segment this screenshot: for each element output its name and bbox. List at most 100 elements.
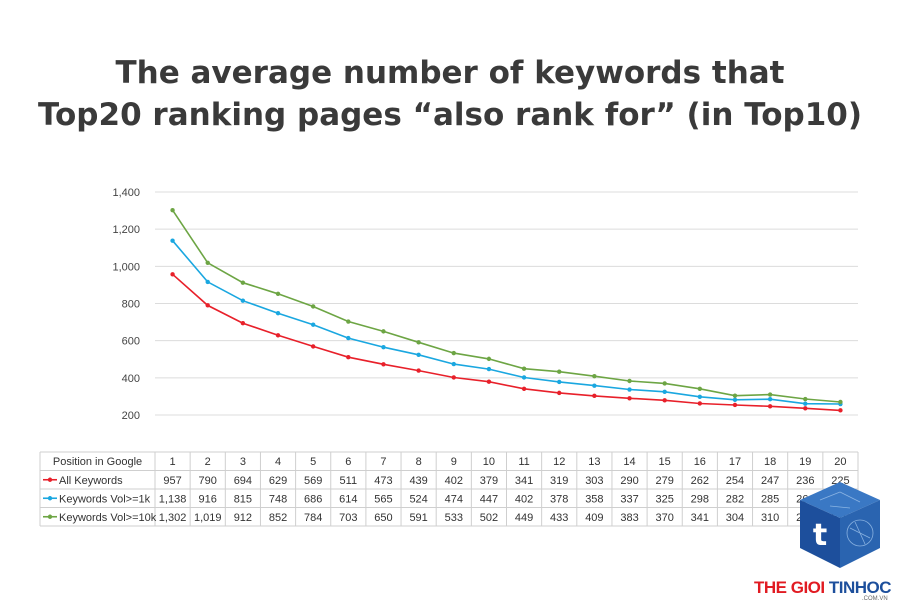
data-label: 1,302	[159, 512, 187, 524]
data-label: 379	[480, 475, 498, 487]
data-point	[592, 383, 597, 388]
y-tick-label: 400	[122, 373, 140, 385]
data-label: 358	[585, 493, 603, 505]
data-point	[275, 333, 281, 338]
data-point	[767, 397, 773, 402]
data-point	[767, 404, 773, 409]
x-tick-label: 16	[694, 456, 706, 468]
data-label: 254	[726, 475, 744, 487]
data-point	[240, 298, 246, 303]
data-label: 439	[409, 475, 427, 487]
data-point	[416, 352, 421, 357]
data-label: 279	[655, 475, 673, 487]
x-tick-label: 7	[380, 456, 386, 468]
x-tick-label: 17	[729, 456, 741, 468]
data-label: 790	[199, 475, 217, 487]
data-label: 916	[199, 493, 217, 505]
data-point	[416, 368, 421, 373]
x-tick-label: 15	[659, 456, 671, 468]
data-point	[486, 366, 492, 372]
data-point	[381, 362, 386, 367]
data-label: 378	[550, 493, 568, 505]
y-tick-label: 600	[122, 336, 140, 348]
data-label: 650	[374, 512, 392, 524]
data-label: 748	[269, 493, 287, 505]
data-point	[521, 375, 527, 380]
data-label: 784	[304, 512, 322, 524]
y-tick-label: 200	[122, 410, 140, 422]
data-point	[627, 387, 632, 392]
data-point	[838, 399, 843, 405]
data-label: 815	[234, 493, 252, 505]
y-tick-label: 800	[122, 299, 140, 311]
data-label: 511	[340, 475, 358, 487]
x-tick-label: 1	[170, 456, 176, 468]
series-line	[171, 240, 841, 405]
data-point	[240, 280, 246, 285]
data-label: 533	[445, 512, 463, 524]
data-label: 370	[655, 512, 673, 524]
data-label: 310	[761, 512, 779, 524]
brand-domain: .COM.VN	[862, 596, 888, 602]
data-point	[486, 356, 492, 362]
data-point	[451, 350, 456, 356]
data-label: 524	[409, 493, 427, 505]
data-label: 473	[374, 475, 392, 487]
x-tick-label: 8	[416, 456, 422, 468]
data-point	[170, 238, 175, 243]
data-label: 247	[761, 475, 779, 487]
data-label: 694	[234, 475, 252, 487]
data-label: 282	[726, 493, 744, 505]
data-label: 565	[374, 493, 392, 505]
x-tick-label: 19	[799, 456, 811, 468]
data-label: 409	[585, 512, 603, 524]
logo-letter: t	[813, 518, 827, 553]
data-label: 319	[550, 475, 568, 487]
legend-marker	[47, 496, 53, 501]
data-label: 1,019	[194, 512, 222, 524]
data-point	[627, 396, 632, 401]
data-label: 433	[550, 512, 568, 524]
data-label: 285	[761, 493, 779, 505]
data-point	[170, 208, 175, 213]
series-line	[172, 273, 841, 412]
data-point	[662, 398, 667, 403]
data-point	[346, 319, 351, 324]
x-axis-label: Position in Google	[53, 456, 142, 468]
data-label: 629	[269, 475, 287, 487]
data-point	[662, 389, 667, 394]
legend-marker	[47, 514, 53, 519]
cube-logo-icon: t	[800, 482, 880, 568]
data-label: 703	[339, 512, 357, 524]
data-point	[381, 344, 386, 350]
data-point	[838, 408, 843, 413]
data-point	[170, 272, 175, 277]
y-tick-label: 1,000	[112, 261, 140, 273]
data-label: 298	[691, 493, 709, 505]
data-point	[697, 386, 703, 391]
data-point	[697, 401, 703, 406]
chart-title-line-2: Top20 ranking pages “also rank for” (in …	[37, 97, 863, 133]
data-point	[451, 361, 456, 367]
x-tick-label: 20	[834, 456, 846, 468]
data-point	[662, 381, 667, 386]
data-point	[240, 320, 246, 326]
data-label: 337	[620, 493, 638, 505]
x-tick-label: 13	[588, 456, 600, 468]
data-point	[803, 406, 808, 411]
data-point	[346, 355, 351, 360]
data-point	[557, 390, 562, 396]
data-label: 341	[691, 512, 709, 524]
data-label: 591	[409, 512, 427, 524]
brand-blue: TINHOC	[828, 578, 892, 597]
data-label: 225	[831, 475, 849, 487]
data-point	[275, 291, 281, 297]
data-point	[767, 392, 773, 397]
x-tick-label: 10	[483, 456, 495, 468]
data-label: 686	[304, 493, 322, 505]
x-tick-label: 4	[275, 456, 281, 468]
x-tick-label: 5	[310, 456, 316, 468]
data-point	[205, 260, 210, 266]
x-tick-label: 6	[345, 456, 351, 468]
data-point	[803, 401, 808, 406]
